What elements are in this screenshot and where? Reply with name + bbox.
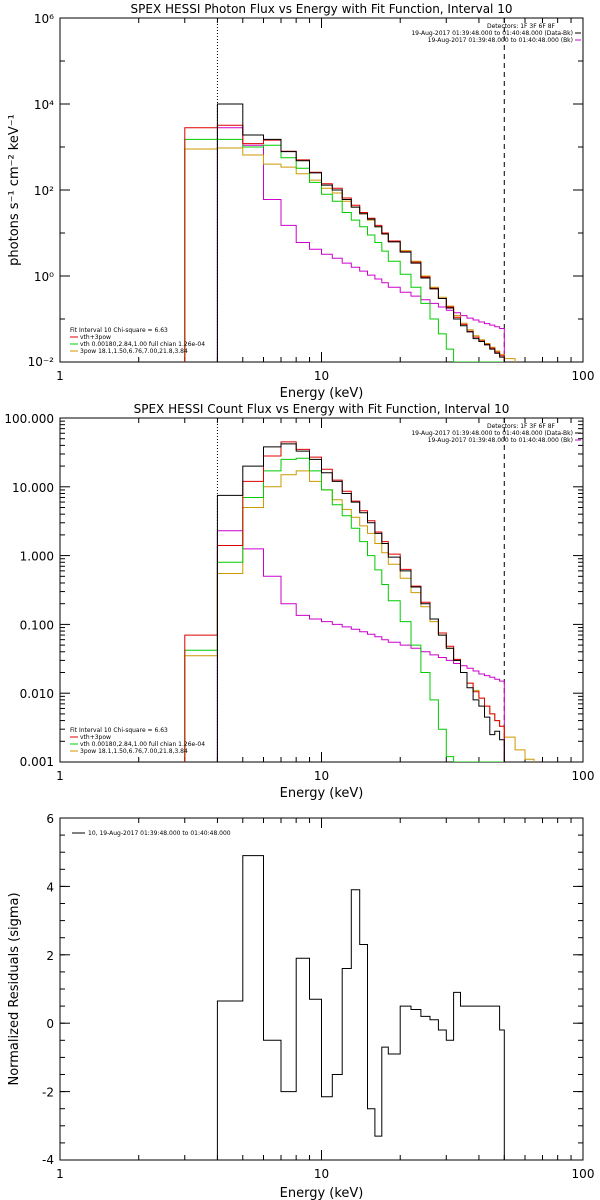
- y-tick-label: 10.000: [12, 481, 54, 495]
- x-tick-label: 100: [572, 369, 595, 383]
- fit-legend-entry: 3pow 18.1,1.50,6.76,7.00,21.8,3.84: [80, 748, 188, 755]
- y-tick-label: 10⁰: [34, 270, 54, 284]
- legend-entry: 19-Aug-2017 01:39:48.000 to 01:40:48.000…: [411, 430, 573, 437]
- x-tick-label: 10: [314, 1167, 329, 1181]
- fit-legend-entry: 3pow 18.1,1.50,6.76,7.00,21.8,3.84: [80, 348, 188, 355]
- series-vth-3pow-line: [184, 441, 505, 762]
- fit-legend-entry: Fit Interval 10 Chi-square = 6.63: [70, 327, 168, 334]
- y-tick-label: 0.100: [20, 618, 54, 632]
- y-axis-label: Normalized Residuals (sigma): [7, 892, 22, 1085]
- series-residuals-line: [216, 855, 505, 1160]
- y-axis-label: photons s⁻¹ cm⁻² keV⁻¹: [7, 114, 22, 266]
- fit-legend-entry: vth 0.00180,2.84,1.00 full chian 1.26e-0…: [80, 341, 205, 348]
- x-tick-label: 100: [572, 769, 595, 783]
- series-group: [184, 103, 516, 362]
- series-vth-3pow-line: [184, 124, 505, 362]
- y-tick-label: 10⁻²: [28, 355, 55, 369]
- y-tick-label: 0: [46, 1017, 54, 1031]
- fit-legend-entry: vth 0.00180,2.84,1.00 full chian 1.26e-0…: [80, 741, 205, 748]
- fit-legend-entry: vth+3pow: [80, 734, 111, 741]
- x-tick-label: 1: [56, 1167, 64, 1181]
- fit-legend-entry: vth+3pow: [80, 334, 111, 341]
- series-vth-line: [184, 457, 505, 762]
- y-tick-label: -2: [42, 1086, 54, 1100]
- chart-title: SPEX HESSI Photon Flux vs Energy with Fi…: [131, 2, 513, 16]
- y-tick-label: 2: [46, 949, 54, 963]
- x-axis-label: Energy (keV): [280, 786, 364, 801]
- legend-entry: 19-Aug-2017 01:39:48.000 to 01:40:48.000…: [411, 30, 573, 37]
- legend-entry: 19-Aug-2017 01:39:48.000 to 01:40:48.000…: [428, 437, 573, 444]
- series-group: [184, 441, 535, 762]
- x-tick-label: 10: [314, 369, 329, 383]
- series-bk-line: [216, 127, 505, 362]
- series-3pow-line: [184, 147, 516, 362]
- y-tick-label: 6: [46, 812, 54, 826]
- series-vth-line: [184, 138, 505, 362]
- y-tick-label: 0.010: [20, 687, 54, 701]
- series-bk-line: [216, 530, 505, 762]
- y-tick-label: 10²: [34, 184, 54, 198]
- fit-legend-entry: Fit Interval 10 Chi-square = 6.63: [70, 727, 168, 734]
- x-axis-label: Energy (keV): [280, 1186, 364, 1200]
- x-tick-label: 1: [56, 769, 64, 783]
- y-tick-label: 4: [46, 880, 54, 894]
- legend-header: Detectors: 1F 3F 6F 8F: [487, 423, 556, 430]
- chart-title: SPEX HESSI Count Flux vs Energy with Fit…: [134, 402, 510, 416]
- y-tick-label: 10⁴: [34, 98, 54, 112]
- series-data-bk-line: [216, 103, 505, 362]
- x-axis-label: Energy (keV): [280, 386, 364, 401]
- series-group: [216, 855, 505, 1160]
- legend-entry: 19-Aug-2017 01:39:48.000 to 01:40:48.000…: [428, 37, 573, 44]
- y-tick-label: 10⁶: [34, 12, 54, 26]
- x-tick-label: 100: [572, 1167, 595, 1181]
- x-tick-label: 1: [56, 369, 64, 383]
- y-tick-label: 0.001: [20, 755, 54, 769]
- legend-entry: 10, 19-Aug-2017 01:39:48.000 to 01:40:48…: [88, 830, 231, 837]
- x-tick-label: 10: [314, 769, 329, 783]
- y-tick-label: 1.000: [20, 550, 54, 564]
- series-data-bk-line: [216, 443, 505, 762]
- legend-header: Detectors: 1F 3F 6F 8F: [487, 23, 556, 30]
- y-tick-label: 100.000: [4, 412, 54, 426]
- y-tick-label: -4: [42, 1153, 54, 1167]
- series-3pow-line: [184, 470, 535, 762]
